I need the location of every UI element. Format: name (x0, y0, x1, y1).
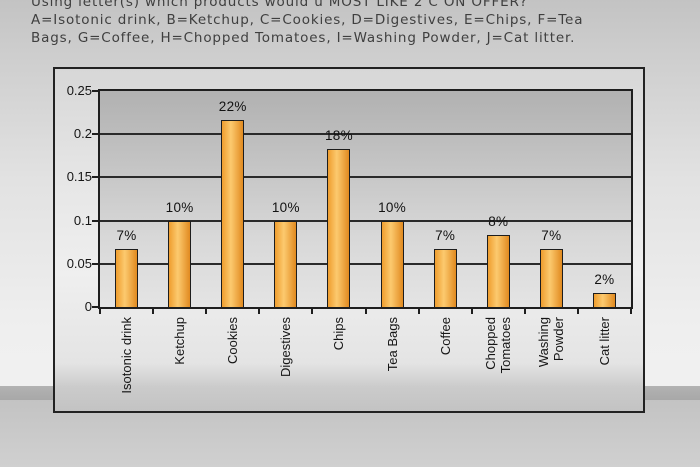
x-axis-tick-mark (364, 309, 367, 314)
question-line-3: Bags, G=Coffee, H=Chopped Tomatoes, I=Wa… (31, 30, 576, 47)
gridline (100, 262, 631, 265)
y-axis-tick-label: 0 (84, 299, 92, 314)
x-axis-tick-mark (417, 309, 420, 314)
x-axis-label-cookies: Cookies (225, 317, 241, 364)
bar-value-label-chopped-tomatoes: 8% (488, 214, 509, 230)
bar-coffee (433, 249, 457, 307)
x-axis-tick-mark (205, 309, 208, 314)
gridline (100, 219, 631, 222)
question-line-1: Using letter(s) which products would u M… (31, 0, 528, 10)
bar-digestives (274, 220, 298, 307)
bar-value-label-washing-powder: 7% (541, 228, 562, 244)
x-axis-label-ketchup: Ketchup (172, 317, 188, 365)
y-axis-tick-label: 0.25 (66, 83, 92, 98)
worksheet-page: { "header": { "lines": [ "Using letter(s… (0, 0, 700, 413)
x-axis-label-coffee: Coffee (437, 317, 453, 356)
bar-value-label-cat-litter: 2% (594, 271, 615, 287)
bar-value-label-chips: 18% (324, 127, 353, 143)
bar-chopped-tomatoes (486, 235, 510, 307)
bar-value-label-tea-bags: 10% (378, 199, 406, 215)
y-axis-tick-mark (92, 262, 98, 265)
x-axis-tick-mark (523, 309, 526, 314)
bar-cat-litter (592, 292, 616, 307)
y-axis-tick-mark (92, 176, 98, 179)
x-axis-tick-mark (470, 309, 473, 314)
bar-value-label-coffee: 7% (435, 228, 456, 244)
x-axis-label-digestives: Digestives (278, 317, 294, 377)
x-axis-label-washing-powder: Washing Powder (536, 317, 567, 368)
bar-value-label-digestives: 10% (271, 199, 300, 215)
y-axis-tick-mark (92, 133, 98, 136)
question-line-2: A=Isotonic drink, B=Ketchup, C=Cookies, … (31, 12, 584, 29)
y-axis-tick-label: 0.2 (73, 126, 92, 142)
bar-chips (327, 148, 351, 307)
y-axis-tick-label: 0.15 (66, 169, 92, 185)
y-axis-tick-mark (92, 306, 98, 308)
y-axis-tick-mark (92, 219, 98, 222)
question-text: Using letter(s) which products would u M… (31, 0, 583, 48)
y-axis-tick-label: 0.1 (73, 212, 92, 228)
x-axis-tick-mark (258, 309, 261, 314)
bar-cookies (221, 119, 245, 307)
x-axis-label-chips: Chips (331, 317, 347, 351)
bar-value-label-ketchup: 10% (165, 199, 194, 215)
x-axis-tick-mark (576, 309, 579, 314)
bar-tea-bags (380, 220, 404, 307)
y-axis-tick-mark (92, 90, 98, 92)
plot-area: 7% 10% 22% 10% 18% 10% 7% 8% 7% 2% (98, 89, 633, 309)
bar-isotonic-drink (115, 249, 139, 307)
x-axis-tick-mark (99, 309, 101, 314)
x-axis-tick-mark (311, 309, 314, 314)
x-axis-tick-mark (630, 309, 632, 314)
x-axis-tick-mark (152, 309, 155, 314)
bar-ketchup (168, 220, 192, 307)
x-axis-label-isotonic-drink: Isotonic drink (119, 317, 135, 394)
x-axis-label-cat-litter: Cat litter (596, 317, 612, 366)
bar-chart-frame: 7% 10% 22% 10% 18% 10% 7% 8% 7% 2% 0 0.05 0.1 0.15 0.… (53, 67, 645, 413)
bar-washing-powder (539, 249, 563, 307)
gridline (100, 176, 631, 179)
bar-value-label-cookies: 22% (218, 98, 247, 114)
bar-value-label-isotonic-drink: 7% (116, 228, 137, 244)
y-axis-tick-label: 0.05 (66, 255, 92, 271)
x-axis-label-chopped-tomatoes: Chopped Tomatoes (483, 317, 514, 374)
x-axis-label-tea-bags: Tea Bags (384, 317, 400, 372)
gridline (100, 133, 631, 136)
